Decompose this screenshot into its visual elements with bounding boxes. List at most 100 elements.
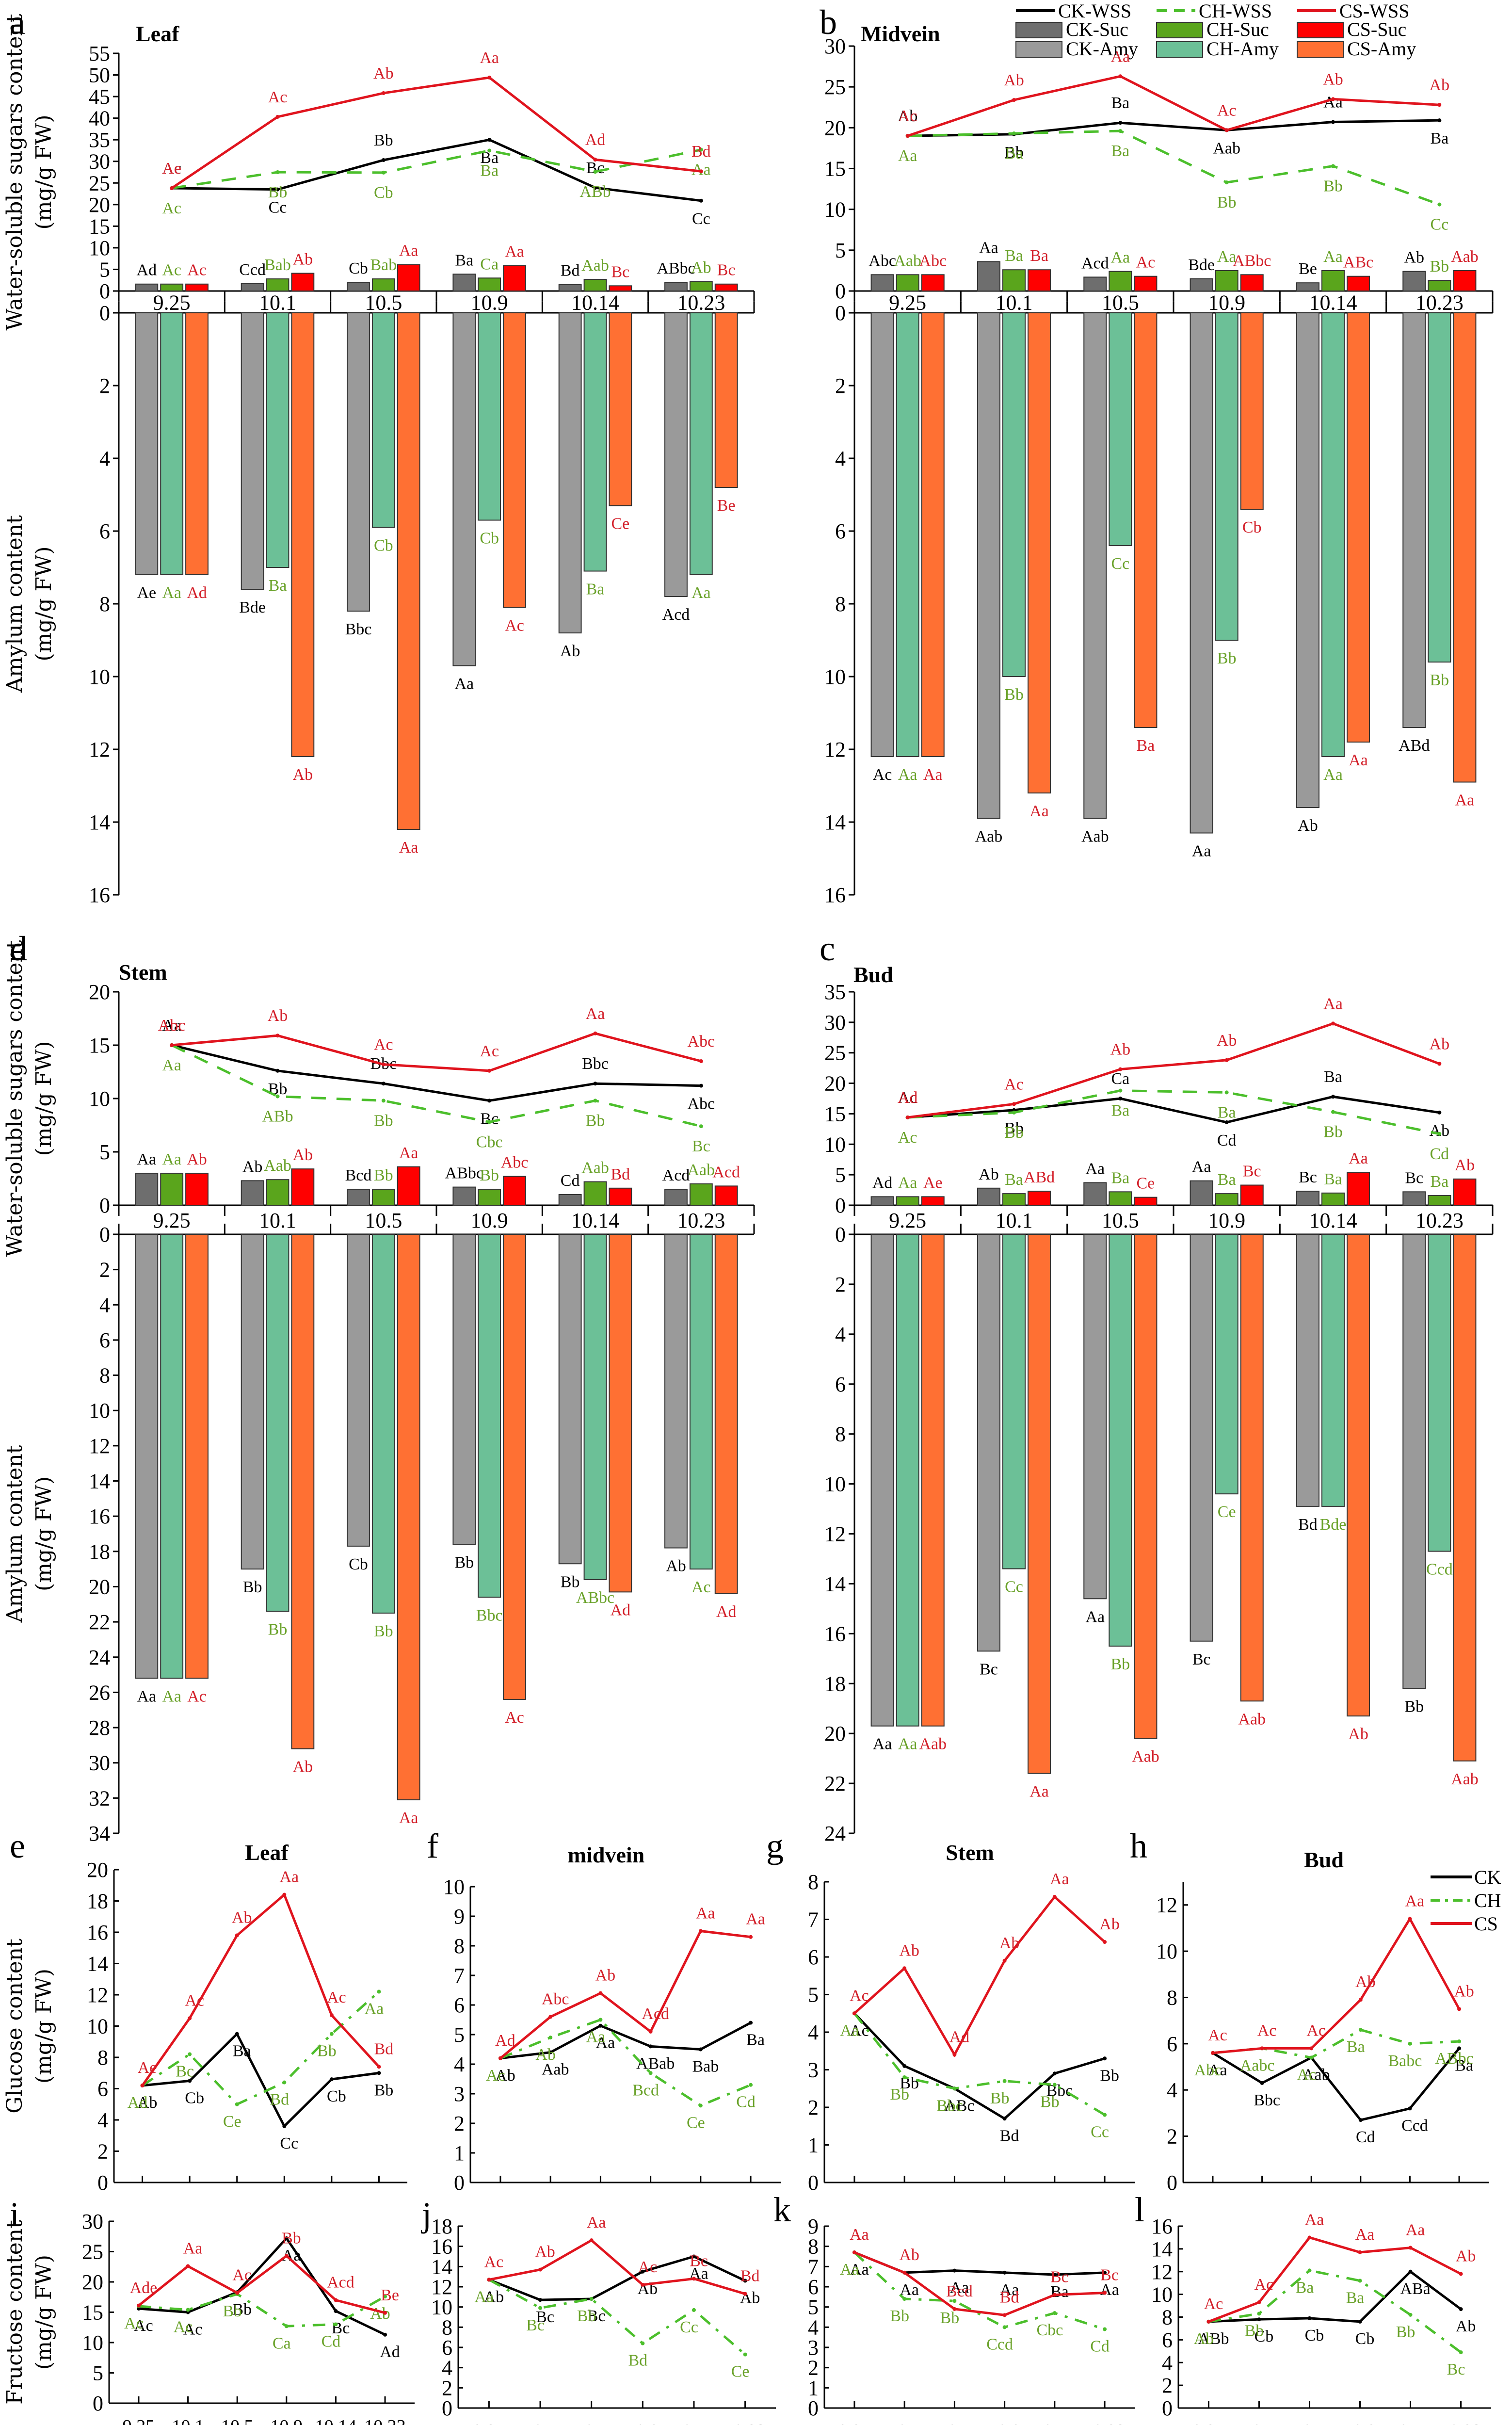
significance-label: Ba	[1030, 247, 1048, 265]
panel-title: Midvein	[861, 21, 940, 46]
significance-label: Ac	[692, 1578, 711, 1596]
y-tick-label: 0	[99, 1223, 110, 1246]
y-axis-title: Water-soluble sugars content (mg/g FW)	[2, 940, 56, 1257]
y-tick-label: 25	[824, 1041, 846, 1065]
data-point	[235, 2291, 240, 2295]
significance-label: Ab	[560, 642, 580, 660]
amylum-bar	[1296, 312, 1319, 808]
significance-label: Aab	[1451, 1770, 1479, 1788]
panel-title: Leaf	[136, 21, 179, 46]
data-point	[275, 1094, 280, 1099]
y-axis-title: Amylum content (mg/g FW)	[2, 1445, 56, 1623]
x-tick-label: 10.1	[259, 291, 296, 315]
y-tick-label: 10	[431, 2296, 452, 2319]
significance-label: Bb	[374, 1166, 393, 1184]
series-line-ck	[853, 2012, 1105, 2120]
y-tick-label: 20	[824, 1722, 846, 1746]
data-point	[275, 170, 280, 174]
significance-label: Bb	[1040, 2093, 1060, 2111]
series-line-cs	[141, 1892, 380, 2086]
significance-label: Cd	[1430, 1145, 1449, 1163]
sucrose-bar	[1296, 282, 1319, 292]
y-tick-label: 40	[89, 107, 110, 130]
legend-swatch	[1015, 41, 1062, 58]
significance-label: Cb	[349, 259, 368, 277]
significance-label: Bab	[264, 256, 291, 274]
data-point	[749, 2083, 753, 2087]
amylum-bar	[1215, 312, 1239, 641]
sucrose-bar	[1109, 271, 1132, 291]
data-point	[1437, 1062, 1442, 1066]
y-tick-label: 8	[1162, 2306, 1173, 2329]
sucrose-bar	[977, 1187, 1000, 1206]
significance-label: Bcd	[345, 1166, 372, 1184]
amylum-bar	[1347, 1234, 1370, 1717]
sucrose-bar	[977, 261, 1000, 292]
amylum-bar	[1028, 312, 1051, 793]
significance-label: Ad	[380, 2343, 400, 2361]
amylum-bar	[347, 1234, 370, 1547]
sucrose-bar	[291, 1168, 315, 1206]
significance-label: Ab	[1348, 1725, 1368, 1743]
y-tick-label: 14	[431, 2255, 452, 2279]
data-point	[381, 1099, 386, 1103]
data-point	[284, 2236, 289, 2240]
amylum-bar	[452, 1234, 476, 1545]
sucrose-bar	[160, 283, 184, 292]
sucrose-bar	[347, 1189, 370, 1206]
y-tick-label: 7	[454, 1964, 465, 1988]
significance-label: Aab	[975, 828, 1003, 846]
y-tick-label: 4	[442, 2356, 452, 2380]
significance-label: Aab	[581, 1159, 609, 1177]
significance-label: Ac	[174, 2318, 193, 2336]
panel-title: Bud	[853, 962, 893, 987]
significance-label: Bbc	[476, 1606, 503, 1624]
data-point	[648, 2029, 653, 2034]
significance-label: Ba	[1050, 2283, 1069, 2301]
significance-label: Ac	[898, 1089, 917, 1107]
significance-label: Ac	[484, 2253, 504, 2271]
data-point	[1457, 2039, 1462, 2044]
significance-label: Ab	[1456, 2317, 1476, 2335]
legend-label: CK-Suc	[1066, 18, 1128, 40]
x-tick-label: 10.23	[1440, 2421, 1482, 2425]
significance-label: Aa	[1208, 2061, 1227, 2079]
significance-label: Bc	[1192, 1650, 1211, 1668]
significance-label: Ac	[898, 1129, 917, 1147]
amylum-bar	[266, 1234, 290, 1612]
y-tick-label: 15	[824, 1102, 846, 1126]
x-tick-label: 10.14	[1034, 2421, 1076, 2425]
series-line-ch-wss	[171, 148, 702, 190]
significance-label: Ade	[130, 2279, 158, 2297]
data-point	[743, 2292, 747, 2296]
sucrose-bar	[1134, 275, 1158, 292]
y-tick-label: 4	[99, 447, 110, 470]
y-tick-label: 1	[808, 2134, 819, 2157]
significance-label: ABbc	[1435, 2050, 1473, 2068]
significance-label: Aa	[1455, 792, 1475, 809]
y-tick-label: 0	[99, 279, 110, 303]
legend-label: CH-Suc	[1206, 18, 1269, 40]
y-tick-label: 8	[454, 1934, 465, 1958]
significance-label: Ac	[124, 2314, 144, 2332]
data-point	[329, 2013, 334, 2017]
y-tick-label: 10	[89, 665, 110, 689]
data-point	[548, 2050, 553, 2054]
y-tick-label: 6	[97, 2077, 108, 2101]
data-point	[698, 2103, 703, 2108]
significance-label: Aa	[1323, 248, 1343, 266]
y-tick-label: 5	[93, 2361, 103, 2385]
significance-label: ABbc	[657, 259, 695, 277]
significance-label: Bc	[332, 2319, 350, 2337]
significance-label: Cb	[374, 184, 393, 202]
sucrose-bar	[266, 278, 290, 292]
data-point	[383, 2311, 387, 2315]
sucrose-bar	[478, 277, 501, 291]
significance-label: Bb	[374, 1622, 393, 1640]
data-point	[1224, 180, 1229, 185]
sucrose-bar	[609, 285, 632, 291]
significance-label: Ac	[638, 2258, 657, 2276]
series-line-ck-wss	[172, 138, 702, 202]
significance-label: Aab	[1238, 1710, 1266, 1728]
